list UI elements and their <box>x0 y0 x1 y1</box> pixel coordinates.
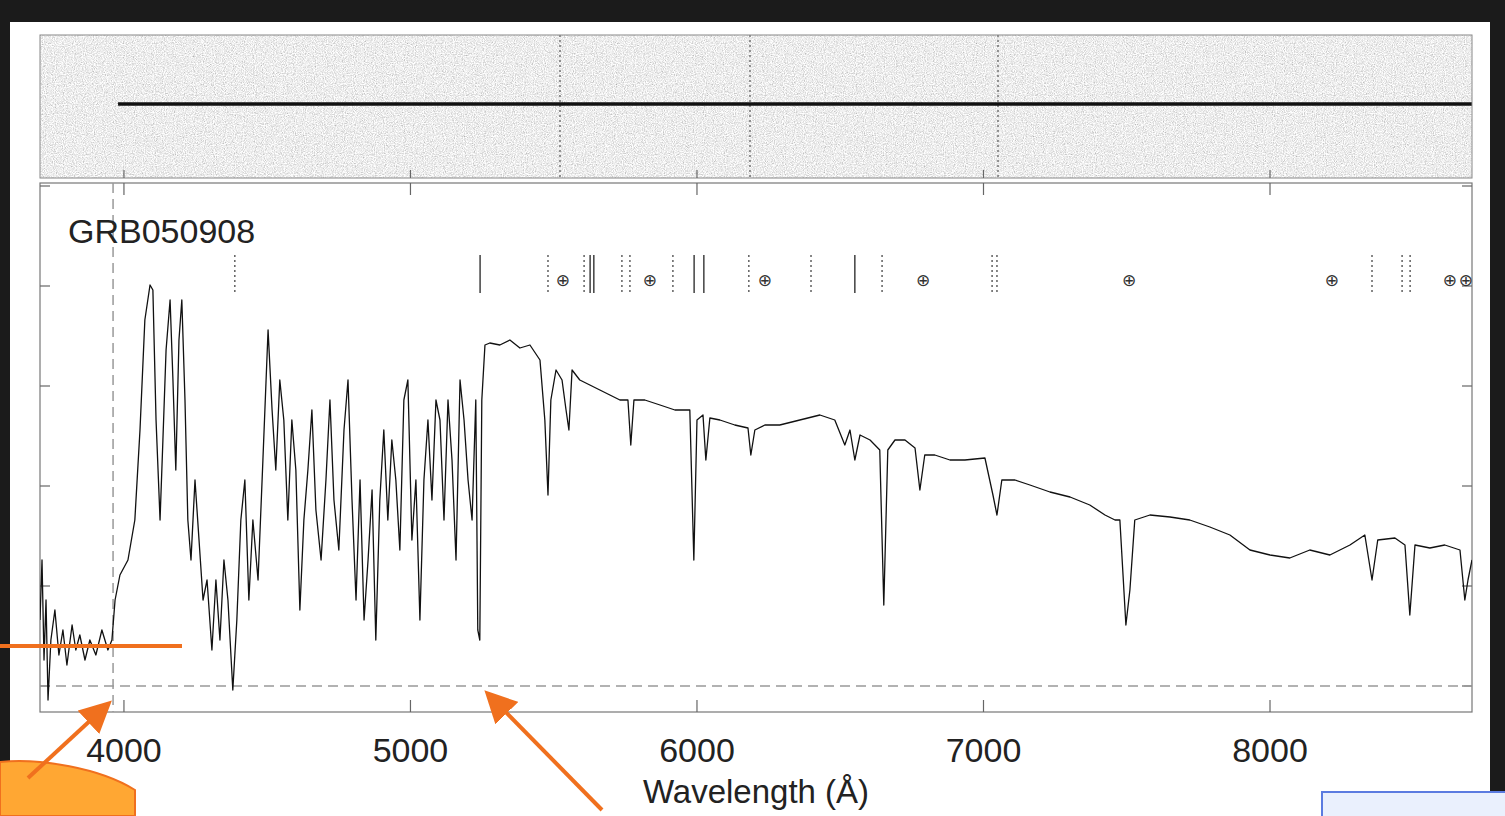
telluric-symbol: ⊕ <box>1325 270 1339 290</box>
y-tick <box>1462 185 1472 186</box>
spectrum-2d <box>40 35 1472 178</box>
y-tick <box>40 385 50 386</box>
x-tick <box>696 700 697 712</box>
x-tick <box>983 700 984 712</box>
y-tick <box>40 285 50 286</box>
title: GRB050908 <box>68 212 255 250</box>
line-marker-dotted <box>1409 255 1410 293</box>
y-tick <box>40 185 50 186</box>
x-tick <box>410 170 411 178</box>
line-marker-dotted <box>672 255 673 293</box>
line-marker-solid <box>479 255 480 293</box>
line-marker-dotted <box>547 255 548 293</box>
spectrum <box>40 285 1472 700</box>
line-marker-dotted <box>991 255 992 293</box>
line-marker-dotted <box>1371 255 1372 293</box>
telluric-symbol: ⊕ <box>1459 270 1473 290</box>
annotation-arrow <box>490 696 602 810</box>
figure: 40005000600070008000⊕⊕⊕⊕⊕⊕⊕⊕GRB050908Wav… <box>0 0 1505 816</box>
line-marker-dotted <box>1401 255 1402 293</box>
x-axis-title: Wavelength (Å) <box>643 773 869 810</box>
y-tick <box>1462 385 1472 386</box>
annotation-box <box>1322 792 1505 816</box>
x-tick <box>123 183 124 195</box>
x-tick <box>410 700 411 712</box>
sky-line <box>559 35 561 178</box>
y-tick <box>1462 485 1472 486</box>
x-tick <box>983 183 984 195</box>
line-marker-solid <box>589 255 590 293</box>
annotation-arrow <box>28 706 106 778</box>
sky-line <box>997 35 999 178</box>
line-marker-dotted <box>583 255 584 293</box>
x-tick <box>123 170 124 178</box>
line-marker-solid <box>593 255 594 293</box>
x-tick <box>123 700 124 712</box>
telluric-symbol: ⊕ <box>643 270 657 290</box>
sheet <box>10 22 1490 816</box>
y-tick <box>40 485 50 486</box>
line-marker-dotted <box>234 255 235 293</box>
x-tick <box>1269 183 1270 195</box>
line-marker-dotted <box>629 255 630 293</box>
zero-line <box>40 685 1472 687</box>
x-tick <box>410 183 411 195</box>
x-tick <box>696 183 697 195</box>
line-marker-dotted <box>621 255 622 293</box>
trace <box>118 102 1472 106</box>
line-marker-dotted <box>996 255 997 293</box>
telluric-symbol: ⊕ <box>556 270 570 290</box>
line-marker-solid <box>854 255 855 293</box>
line-marker-dotted <box>748 255 749 293</box>
x-tick-label: 5000 <box>373 731 449 769</box>
plot-area <box>40 183 1472 712</box>
telluric-symbol: ⊕ <box>1443 270 1457 290</box>
x-tick-label: 7000 <box>946 731 1022 769</box>
x-tick <box>1269 700 1270 712</box>
plot-frame <box>40 183 1472 712</box>
x-tick <box>1269 170 1270 178</box>
sky-line <box>749 35 751 178</box>
annotation-bubble <box>0 761 135 816</box>
line-marker-dotted <box>810 255 811 293</box>
line-marker-solid <box>703 255 704 293</box>
telluric-symbol: ⊕ <box>1122 270 1136 290</box>
telluric-symbol: ⊕ <box>758 270 772 290</box>
x-tick <box>983 170 984 178</box>
annotation-line <box>0 644 182 648</box>
x-tick <box>696 170 697 178</box>
telluric-symbol: ⊕ <box>916 270 930 290</box>
x-tick-label: 4000 <box>86 731 162 769</box>
x-tick-label: 8000 <box>1232 731 1308 769</box>
line-marker-dotted <box>881 255 882 293</box>
x-tick-label: 6000 <box>659 731 735 769</box>
panel-frame <box>40 35 1472 178</box>
line-marker-solid <box>693 255 694 293</box>
